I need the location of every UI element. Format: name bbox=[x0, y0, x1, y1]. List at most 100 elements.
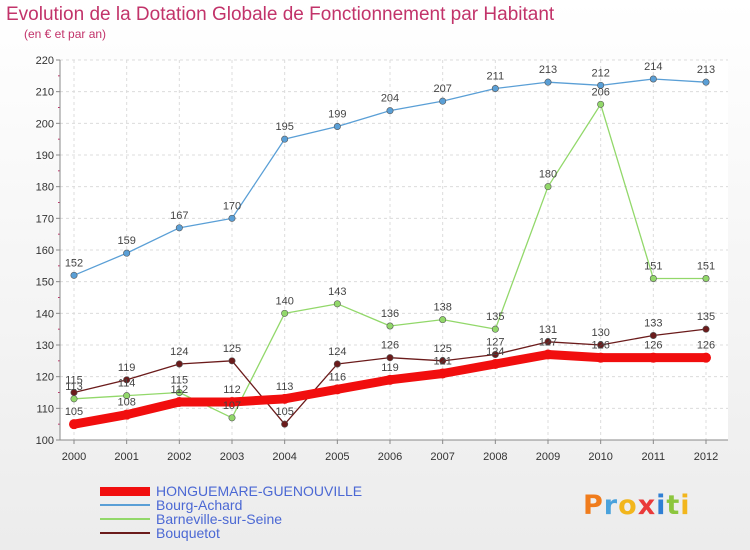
data-label-bourg-achard: 213 bbox=[539, 64, 557, 76]
data-label-barneville-sur-seine: 115 bbox=[171, 375, 189, 387]
data-point-honguemare-guenouville bbox=[121, 409, 132, 420]
data-label-bouquetot: 105 bbox=[275, 406, 293, 418]
data-label-honguemare-guenouville: 113 bbox=[276, 381, 294, 393]
data-point-bouquetot bbox=[649, 331, 657, 339]
data-point-barneville-sur-seine bbox=[702, 274, 710, 282]
logo-letter: t bbox=[666, 490, 681, 521]
data-point-honguemare-guenouville bbox=[543, 349, 553, 360]
data-point-bouquetot bbox=[702, 325, 710, 333]
y-tick-label: 210 bbox=[36, 87, 54, 99]
x-tick-label: 2002 bbox=[167, 451, 191, 463]
y-tick-label: 140 bbox=[36, 308, 54, 320]
data-point-bouquetot bbox=[491, 350, 499, 358]
data-point-barneville-sur-seine bbox=[281, 309, 289, 317]
data-label-bouquetot: 125 bbox=[433, 343, 451, 355]
data-point-barneville-sur-seine bbox=[491, 325, 499, 333]
data-label-bouquetot: 131 bbox=[539, 324, 557, 336]
data-label-honguemare-guenouville: 126 bbox=[697, 340, 715, 352]
chart-title: Evolution de la Dotation Globale de Fonc… bbox=[6, 4, 555, 25]
data-point-bourg-achard bbox=[70, 271, 78, 279]
legend-label: Bourg-Achard bbox=[156, 497, 243, 513]
legend-swatch bbox=[100, 504, 150, 506]
logo-letter: i bbox=[680, 490, 691, 521]
data-point-bourg-achard bbox=[597, 81, 605, 89]
x-tick-label: 2011 bbox=[642, 451, 666, 463]
data-label-barneville-sur-seine: 113 bbox=[65, 381, 83, 393]
data-point-honguemare-guenouville bbox=[595, 352, 606, 363]
data-point-honguemare-guenouville bbox=[648, 352, 659, 363]
data-point-bouquetot bbox=[597, 341, 605, 349]
data-label-barneville-sur-seine: 206 bbox=[591, 86, 609, 98]
data-point-barneville-sur-seine bbox=[123, 392, 131, 400]
data-label-bouquetot: 133 bbox=[644, 318, 662, 330]
data-label-honguemare-guenouville: 108 bbox=[117, 397, 135, 409]
data-point-bourg-achard bbox=[544, 78, 552, 86]
data-point-bourg-achard bbox=[491, 85, 499, 93]
data-point-honguemare-guenouville bbox=[490, 359, 501, 369]
data-point-barneville-sur-seine bbox=[333, 300, 341, 308]
data-label-barneville-sur-seine: 143 bbox=[328, 286, 346, 298]
y-tick-label: 160 bbox=[36, 245, 54, 257]
data-label-barneville-sur-seine: 138 bbox=[433, 302, 451, 314]
y-tick-label: 180 bbox=[36, 182, 54, 194]
data-point-bourg-achard bbox=[649, 75, 657, 83]
legend-label: Bouquetot bbox=[156, 525, 220, 541]
data-label-bouquetot: 135 bbox=[697, 311, 715, 323]
data-label-bourg-achard: 213 bbox=[697, 64, 715, 76]
legend-swatch bbox=[100, 532, 150, 534]
y-tick-label: 170 bbox=[36, 213, 54, 225]
data-point-honguemare-guenouville bbox=[69, 419, 79, 430]
data-point-bourg-achard bbox=[175, 224, 183, 232]
chart-legend: HONGUEMARE-GUENOUVILLE Bourg-Achard Barnev… bbox=[100, 484, 362, 540]
data-label-honguemare-guenouville: 124 bbox=[486, 346, 504, 358]
data-point-honguemare-guenouville bbox=[279, 393, 290, 404]
data-label-bourg-achard: 159 bbox=[117, 235, 135, 247]
x-tick-label: 2006 bbox=[378, 451, 402, 463]
data-point-barneville-sur-seine bbox=[228, 414, 236, 422]
data-label-bouquetot: 127 bbox=[486, 337, 504, 349]
data-point-bouquetot bbox=[70, 388, 78, 396]
data-label-barneville-sur-seine: 135 bbox=[486, 311, 504, 323]
data-label-bouquetot: 130 bbox=[591, 327, 609, 339]
data-point-bouquetot bbox=[439, 357, 447, 365]
data-point-barneville-sur-seine bbox=[544, 183, 552, 191]
y-tick-label: 120 bbox=[36, 372, 54, 384]
y-tick-label: 130 bbox=[36, 340, 54, 352]
data-label-bourg-achard: 211 bbox=[487, 71, 505, 83]
data-point-bouquetot bbox=[386, 354, 394, 362]
data-point-honguemare-guenouville bbox=[385, 374, 395, 385]
data-label-bourg-achard: 207 bbox=[433, 83, 451, 95]
data-label-honguemare-guenouville: 116 bbox=[329, 371, 347, 383]
x-tick-label: 2001 bbox=[114, 451, 138, 463]
data-label-honguemare-guenouville: 112 bbox=[171, 384, 189, 396]
data-label-barneville-sur-seine: 151 bbox=[644, 261, 662, 273]
y-tick-label: 110 bbox=[36, 403, 54, 415]
data-label-honguemare-guenouville: 105 bbox=[65, 406, 83, 418]
x-tick-label: 2005 bbox=[325, 451, 349, 463]
data-point-bouquetot bbox=[228, 357, 236, 365]
data-point-bourg-achard bbox=[123, 249, 131, 257]
y-tick-label: 220 bbox=[36, 55, 54, 67]
legend-label: Barneville-sur-Seine bbox=[156, 511, 283, 527]
legend-label: HONGUEMARE-GUENOUVILLE bbox=[156, 483, 363, 499]
legend-item-honguemare-guenouville: HONGUEMARE-GUENOUVILLE bbox=[100, 484, 362, 498]
data-label-bourg-achard: 167 bbox=[170, 210, 188, 222]
data-label-barneville-sur-seine: 136 bbox=[381, 308, 399, 320]
x-tick-label: 2008 bbox=[483, 451, 507, 463]
y-tick-label: 100 bbox=[36, 435, 54, 447]
data-point-bouquetot bbox=[175, 360, 183, 368]
proxiti-logo: Proxiti bbox=[583, 490, 691, 521]
legend-item-bourg-achard: Bourg-Achard bbox=[100, 498, 362, 512]
data-point-honguemare-guenouville bbox=[437, 368, 448, 379]
data-point-bourg-achard bbox=[439, 97, 447, 105]
data-label-bourg-achard: 170 bbox=[223, 200, 241, 212]
data-label-bouquetot: 126 bbox=[381, 340, 399, 352]
legend-swatch bbox=[100, 487, 150, 496]
data-point-bourg-achard bbox=[702, 78, 710, 86]
data-label-bouquetot: 119 bbox=[118, 362, 136, 374]
y-tick-label: 190 bbox=[36, 150, 54, 162]
data-label-bouquetot: 125 bbox=[223, 343, 241, 355]
data-point-bourg-achard bbox=[333, 123, 341, 131]
data-label-honguemare-guenouville: 126 bbox=[591, 340, 609, 352]
data-point-bourg-achard bbox=[386, 107, 394, 115]
